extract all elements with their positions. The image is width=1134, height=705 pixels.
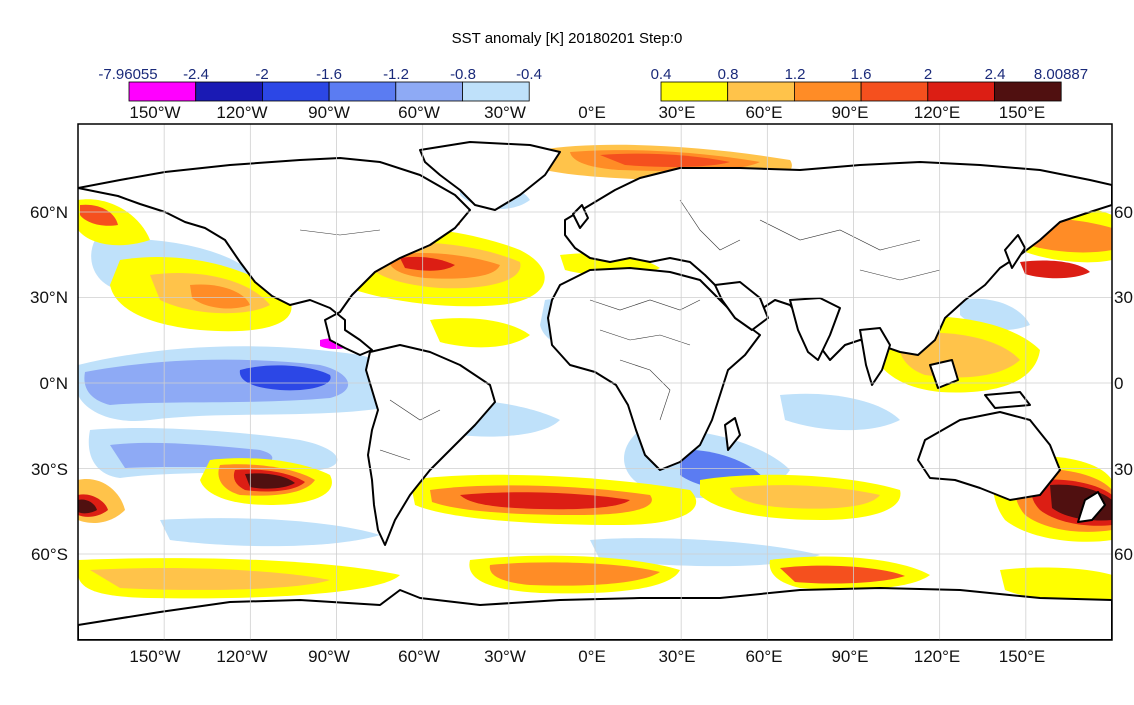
cb-pos-label: 0.8 [718, 66, 739, 83]
top-lon-label: 150°E [999, 103, 1046, 122]
cb-pos-label: 8.00887 [1034, 66, 1088, 83]
top-lon-label: 60°W [398, 103, 440, 122]
top-longitude-labels: 150°W 120°W 90°W 60°W 30°W 0°E 30°E 60°E… [129, 103, 1045, 122]
bottom-longitude-labels: 150°W 120°W 90°W 60°W 30°W 0°E 30°E 60°E… [129, 647, 1045, 666]
cb-neg-label: -0.4 [516, 66, 542, 83]
arabia-land [714, 281, 769, 331]
bottom-lon-label: 120°E [914, 647, 961, 666]
cb-neg-label: -2 [255, 66, 268, 83]
top-lon-label: 150°W [129, 103, 180, 122]
greenland-land [419, 141, 561, 211]
cb-pos-label: 1.6 [851, 66, 872, 83]
map-panel [77, 123, 1113, 641]
cb-neg-label: -2.4 [183, 66, 209, 83]
bottom-lon-label: 120°W [216, 647, 267, 666]
top-lon-label: 90°E [831, 103, 868, 122]
colorbar-swatch [794, 81, 862, 102]
colorbar-swatch [860, 81, 929, 102]
colorbar-swatch [195, 81, 263, 102]
bottom-lon-label: 0°E [578, 647, 606, 666]
southeast-asia-land [859, 327, 891, 386]
bottom-lon-label: 60°W [398, 647, 440, 666]
borneo-land [929, 359, 959, 389]
country-borders [299, 199, 941, 461]
left-lat-label: 60°N [30, 203, 68, 222]
colorbar-swatch [462, 81, 530, 102]
cb-neg-label: -1.6 [316, 66, 342, 83]
uk-land [572, 204, 589, 229]
africa-land [547, 267, 761, 471]
colorbar-positive-labels: 0.4 0.8 1.2 1.6 2 2.4 8.00887 [651, 66, 1089, 83]
top-lon-label: 120°W [216, 103, 267, 122]
north-america-land [78, 157, 471, 356]
left-lat-label: 30°N [30, 288, 68, 307]
top-lon-label: 30°W [484, 103, 526, 122]
right-lat-label: 0 [1114, 374, 1123, 393]
colorbar-swatch [261, 81, 330, 102]
top-lon-label: 0°E [578, 103, 606, 122]
colorbar-negative-labels: -7.96055 -2.4 -2 -1.6 -1.2 -0.8 -0.4 [98, 66, 542, 83]
bottom-lon-label: 150°W [129, 647, 180, 666]
top-lon-label: 30°E [658, 103, 695, 122]
left-lat-label: 0°N [39, 374, 68, 393]
bottom-lon-label: 90°W [308, 647, 350, 666]
cb-neg-label: -0.8 [450, 66, 476, 83]
bottom-lon-label: 60°E [745, 647, 782, 666]
anomaly-field [78, 141, 1112, 640]
japan-land [1004, 234, 1026, 269]
colorbar-swatch [128, 81, 197, 102]
cb-neg-label: -1.2 [383, 66, 409, 83]
top-lon-label: 60°E [745, 103, 782, 122]
gridlines [78, 124, 1112, 640]
colorbar-negative: -7.96055 -2.4 -2 -1.6 -1.2 -0.8 -0.4 [98, 66, 542, 102]
bottom-lon-label: 90°E [831, 647, 868, 666]
cb-neg-label: -7.96055 [98, 66, 157, 83]
top-lon-label: 90°W [308, 103, 350, 122]
top-lon-label: 120°E [914, 103, 961, 122]
cb-pos-label: 2 [924, 66, 932, 83]
eurasia-land [564, 161, 1112, 361]
bottom-lon-label: 30°W [484, 647, 526, 666]
right-lat-label: 30 [1114, 460, 1133, 479]
colorbar-negative-swatches [128, 81, 530, 102]
right-lat-label: 60 [1114, 545, 1133, 564]
cb-pos-label: 2.4 [985, 66, 1006, 83]
colorbar-positive: 0.4 0.8 1.2 1.6 2 2.4 8.00887 [651, 66, 1089, 102]
cb-pos-label: 0.4 [651, 66, 672, 83]
colorbar-positive-swatches [660, 81, 1062, 102]
madagascar-land [724, 417, 741, 451]
right-latitude-labels: 60 30 0 30 60 [1114, 203, 1133, 564]
left-lat-label: 60°S [31, 545, 68, 564]
new-guinea-land [984, 391, 1031, 409]
bottom-lon-label: 30°E [658, 647, 695, 666]
new-zealand-land [1077, 491, 1106, 523]
left-latitude-labels: 60°N 30°N 0°N 30°S 60°S [30, 203, 68, 564]
right-lat-label: 60 [1114, 203, 1133, 222]
colorbar-swatch [328, 81, 397, 102]
india-land [789, 297, 841, 361]
bottom-lon-label: 150°E [999, 647, 1046, 666]
australia-land [917, 411, 1061, 501]
colorbar-swatch [994, 81, 1062, 102]
colorbar-swatch [660, 81, 729, 102]
colorbar-swatch [395, 81, 463, 102]
cb-pos-label: 1.2 [785, 66, 806, 83]
left-lat-label: 30°S [31, 460, 68, 479]
colorbar-swatch [927, 81, 995, 102]
colorbar-swatch [727, 81, 795, 102]
map-frame [77, 123, 1113, 641]
south-america-land [365, 344, 496, 546]
right-lat-label: 30 [1114, 288, 1133, 307]
map-title: SST anomaly [K] 20180201 Step:0 [451, 30, 683, 47]
